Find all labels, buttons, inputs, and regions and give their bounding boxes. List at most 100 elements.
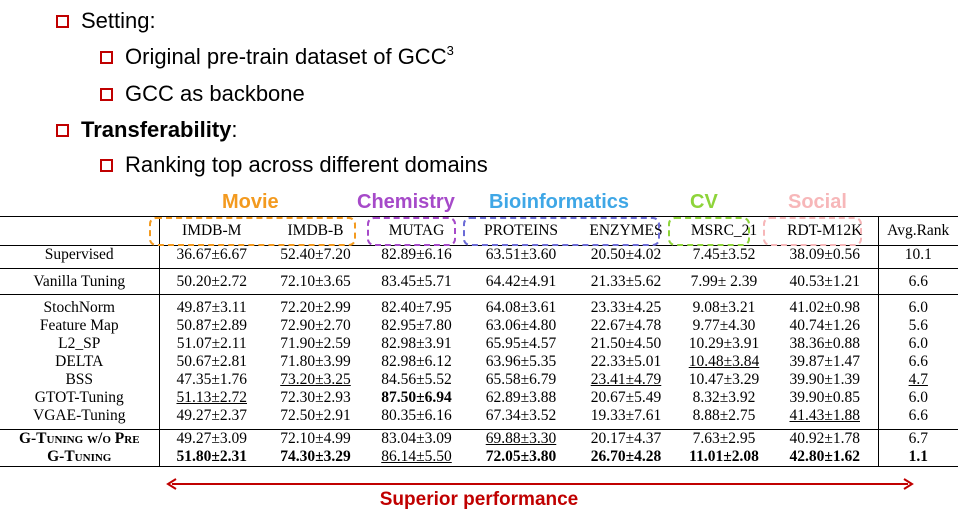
rank-cell: 6.0 [877, 389, 958, 407]
value-cell: 50.67±2.81 [158, 353, 264, 371]
value-cell: 82.89±6.16 [367, 245, 466, 264]
value-cell: 11.01±2.08 [676, 448, 772, 467]
value-cell: 36.67±6.67 [158, 245, 264, 264]
value-cell: 72.50±2.91 [280, 407, 351, 424]
table-row: G-Tuning w/o Pre 49.27±3.09 72.10±4.99 8… [0, 429, 958, 448]
value-cell: 65.95±4.57 [485, 335, 557, 352]
value-cell: 39.90±0.85 [789, 389, 860, 406]
value-cell: 8.32±3.92 [692, 389, 756, 406]
value-cell: 80.35±6.16 [381, 407, 452, 424]
value-cell: 20.17±4.37 [576, 429, 676, 448]
bullet-text: Original pre-train dataset of GCC [125, 44, 447, 69]
rank-cell: 10.1 [877, 245, 958, 264]
value-cell: 50.87±2.89 [158, 317, 264, 335]
value-cell: 26.70±4.28 [576, 448, 676, 467]
value-cell: 21.50±4.50 [590, 335, 662, 352]
value-cell: 82.40±7.95 [381, 299, 452, 316]
value-cell: 51.80±2.31 [158, 448, 264, 467]
domain-cv: CV [690, 191, 718, 213]
col-header: IMDB-M [158, 216, 264, 246]
results-table: IMDB-M IMDB-B MUTAG PROTEINS ENZYMES MSR… [0, 216, 958, 467]
value-cell: 73.20±3.25 [280, 371, 351, 388]
method-cell: G-Tuning w/o Pre [0, 429, 159, 448]
rank-cell: 6.0 [877, 299, 958, 317]
rank-cell: 1.1 [877, 448, 958, 467]
bioinformatics-highlight-box [463, 217, 660, 246]
value-cell: 84.56±5.52 [381, 371, 452, 388]
method-cell: GTOT-Tuning [34, 389, 124, 406]
domain-chemistry: Chemistry [357, 191, 455, 213]
value-cell: 9.77±4.30 [692, 317, 756, 334]
rank-cell: 6.6 [877, 268, 958, 295]
table-row: DELTA 50.67±2.81 71.80±3.99 82.98±6.12 6… [0, 353, 958, 371]
value-cell: 72.30±2.93 [280, 389, 351, 406]
value-cell: 74.30±3.29 [264, 448, 367, 467]
value-cell: 47.35±1.76 [158, 371, 264, 389]
value-cell: 72.90±2.70 [280, 317, 351, 334]
value-cell: 38.36±0.88 [789, 335, 860, 352]
method-cell: StochNorm [43, 299, 115, 316]
value-cell: 67.34±3.52 [485, 407, 557, 424]
value-cell: 49.27±3.09 [158, 429, 264, 448]
value-cell: 20.67±5.49 [590, 389, 662, 406]
value-cell: 83.04±3.09 [367, 429, 466, 448]
method-cell: L2_SP [58, 335, 101, 352]
method-cell: Supervised [0, 245, 159, 264]
square-bullet-icon [56, 123, 69, 137]
table-row: L2_SP 51.07±2.11 71.90±2.59 82.98±3.91 6… [0, 335, 958, 353]
square-bullet-icon [100, 50, 113, 64]
value-cell: 72.10±4.99 [264, 429, 367, 448]
value-cell: 39.87±1.47 [789, 353, 860, 370]
domain-movie: Movie [222, 191, 279, 213]
footnote-mark: 3 [446, 42, 454, 58]
domain-bioinformatics: Bioinformatics [489, 191, 630, 213]
table-row: GTOT-Tuning 51.13±2.72 72.30±2.93 87.50±… [0, 389, 958, 407]
value-cell: 7.99± 2.39 [676, 268, 772, 295]
table-row: StochNorm 49.87±3.11 72.20±2.99 82.40±7.… [0, 299, 958, 317]
value-cell: 41.43±1.88 [789, 407, 860, 424]
table-row: Feature Map 50.87±2.89 72.90±2.70 82.95±… [0, 317, 958, 335]
square-bullet-icon [56, 14, 69, 28]
table-row: VGAE-Tuning 49.27±2.37 72.50±2.91 80.35±… [0, 407, 958, 425]
col-header: Avg.Rank [877, 216, 958, 246]
movie-highlight-box [149, 217, 356, 246]
rank-cell: 6.6 [877, 353, 958, 371]
value-cell: 83.45±5.71 [367, 268, 466, 295]
method-header [0, 216, 159, 246]
method-cell: Feature Map [39, 317, 119, 334]
value-cell: 19.33±7.61 [590, 407, 662, 424]
square-bullet-icon [100, 87, 113, 101]
value-cell: 21.33±5.62 [576, 268, 676, 295]
value-cell: 51.07±2.11 [158, 335, 264, 353]
chemistry-highlight-box [367, 217, 456, 246]
value-cell: 82.98±3.91 [381, 335, 452, 352]
value-cell: 82.95±7.80 [381, 317, 452, 334]
method-cell: BSS [65, 371, 94, 388]
value-cell: 9.08±3.21 [692, 299, 756, 316]
bullet-backbone: GCC as backbone [100, 81, 305, 107]
value-cell: 51.13±2.72 [158, 389, 264, 407]
value-cell: 52.40±7.20 [264, 245, 367, 264]
value-cell: 10.29±3.91 [688, 335, 760, 352]
value-cell: 69.88±3.30 [466, 429, 576, 448]
value-cell: 50.20±2.72 [158, 268, 264, 295]
value-cell: 63.06±4.80 [485, 317, 557, 334]
value-cell: 22.33±5.01 [590, 353, 662, 370]
value-cell: 63.51±3.60 [466, 245, 576, 264]
double-arrow-icon [166, 478, 914, 490]
domain-social: Social [788, 191, 847, 213]
bullet-setting: Setting: [56, 8, 156, 34]
value-cell: 62.89±3.88 [485, 389, 557, 406]
value-cell: 40.92±1.78 [772, 429, 878, 448]
cv-highlight-box [668, 217, 750, 246]
value-cell: 8.88±2.75 [692, 407, 756, 424]
social-highlight-box [763, 217, 862, 246]
value-cell: 71.90±2.59 [280, 335, 351, 352]
col-header: PROTEINS [466, 216, 576, 246]
bullet-text: Ranking top across different domains [125, 152, 488, 177]
bullet-transferability: Transferability: [56, 117, 238, 143]
rank-cell: 6.6 [877, 407, 958, 425]
table-row: G-Tuning 51.80±2.31 74.30±3.29 86.14±5.5… [0, 448, 958, 467]
value-cell: 23.41±4.79 [590, 371, 662, 388]
value-cell: 40.53±1.21 [772, 268, 878, 295]
